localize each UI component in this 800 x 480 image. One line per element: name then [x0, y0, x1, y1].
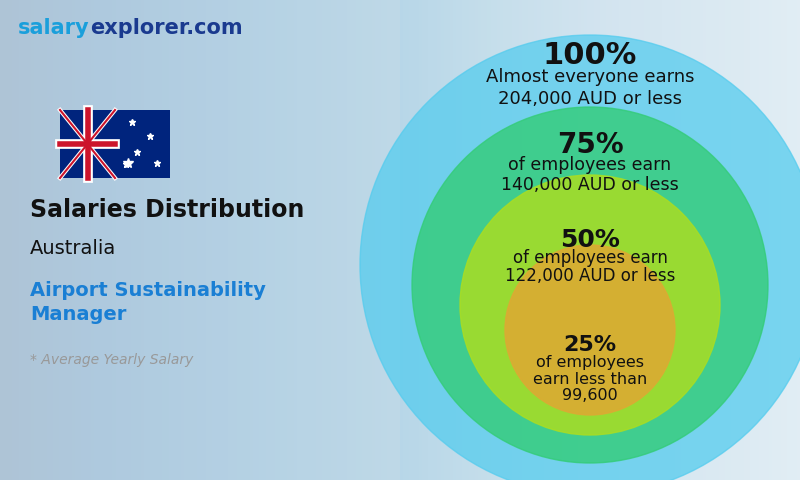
Circle shape [505, 245, 675, 415]
Text: 100%: 100% [543, 40, 637, 70]
Text: Airport Sustainability: Airport Sustainability [30, 280, 266, 300]
Text: 140,000 AUD or less: 140,000 AUD or less [501, 176, 679, 194]
Text: Salaries Distribution: Salaries Distribution [30, 198, 304, 222]
Circle shape [360, 35, 800, 480]
Text: Manager: Manager [30, 305, 126, 324]
Text: salary: salary [18, 18, 90, 38]
Text: 25%: 25% [563, 335, 617, 355]
Text: earn less than: earn less than [533, 372, 647, 386]
Text: Australia: Australia [30, 239, 116, 257]
Circle shape [412, 107, 768, 463]
Text: Almost everyone earns: Almost everyone earns [486, 68, 694, 86]
Text: of employees earn: of employees earn [513, 249, 667, 267]
Text: explorer.com: explorer.com [90, 18, 242, 38]
Text: * Average Yearly Salary: * Average Yearly Salary [30, 353, 194, 367]
Bar [0, 0, 400, 480]
Bar [60, 110, 170, 178]
Text: 50%: 50% [560, 228, 620, 252]
Text: 99,600: 99,600 [562, 388, 618, 404]
Text: of employees: of employees [536, 355, 644, 370]
Circle shape [460, 175, 720, 435]
Text: 204,000 AUD or less: 204,000 AUD or less [498, 90, 682, 108]
Text: of employees earn: of employees earn [509, 156, 671, 174]
Text: 75%: 75% [557, 131, 623, 159]
Text: 122,000 AUD or less: 122,000 AUD or less [505, 267, 675, 285]
